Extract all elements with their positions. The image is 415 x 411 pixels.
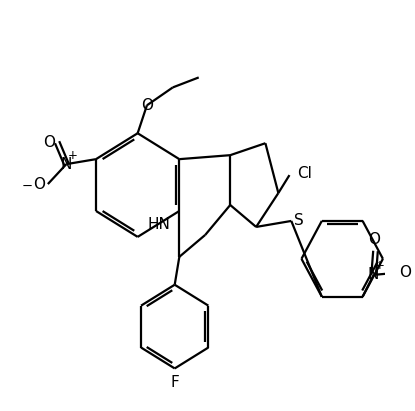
Text: ·: · (413, 266, 415, 284)
Text: S: S (294, 213, 304, 229)
Text: N: N (61, 157, 72, 172)
Text: O: O (141, 98, 153, 113)
Text: O: O (34, 177, 46, 192)
Text: O: O (43, 135, 55, 150)
Text: Cl: Cl (297, 166, 312, 180)
Text: +: + (375, 259, 385, 272)
Text: −: − (22, 180, 33, 193)
Text: O: O (399, 266, 411, 280)
Text: F: F (170, 375, 179, 390)
Text: N: N (368, 268, 379, 282)
Text: O: O (368, 233, 380, 247)
Text: +: + (68, 149, 78, 162)
Text: HN: HN (148, 217, 171, 233)
